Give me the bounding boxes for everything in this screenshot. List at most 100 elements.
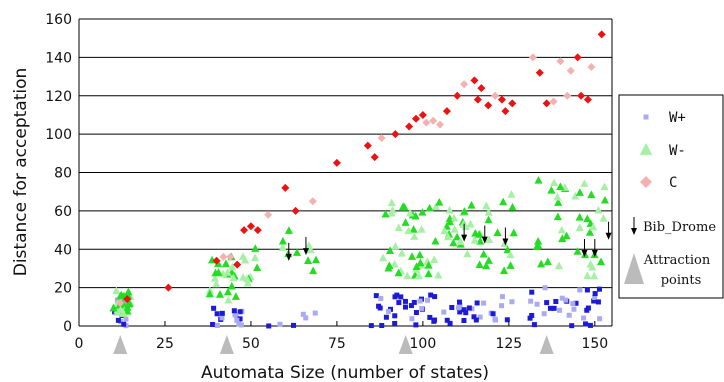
w-plus-point: [566, 312, 572, 318]
legend-marker: [643, 114, 649, 120]
w-minus-point: [388, 206, 397, 214]
c-point: [535, 68, 544, 77]
c-point: [116, 298, 125, 307]
w-plus-point: [528, 298, 534, 304]
w-plus-point: [211, 305, 217, 311]
w-minus-point: [309, 266, 318, 275]
w-minus-point: [484, 208, 493, 216]
w-minus-point: [385, 246, 395, 255]
c-point: [473, 95, 482, 104]
w-minus-point: [444, 232, 453, 241]
w-minus-point: [212, 279, 221, 288]
w-minus-point: [594, 205, 603, 214]
w-plus-point: [303, 315, 309, 321]
w-minus-point: [401, 218, 410, 226]
c-point: [587, 62, 596, 71]
c-point: [123, 295, 132, 304]
w-plus-point: [402, 298, 408, 304]
y-axis-label: Distance for acceptation: [11, 68, 31, 277]
c-point: [556, 57, 565, 66]
w-plus-point: [569, 323, 575, 329]
w-minus-point: [431, 236, 440, 245]
w-minus-point: [410, 232, 419, 240]
w-minus-point: [445, 205, 454, 214]
w-minus-point: [573, 247, 582, 255]
w-plus-point: [378, 295, 384, 301]
y-tick-label: 80: [54, 166, 72, 182]
w-minus-point: [440, 226, 449, 235]
w-plus-point: [428, 292, 434, 298]
w-plus-point: [529, 312, 535, 318]
w-minus-point: [449, 238, 458, 247]
w-minus-point: [124, 287, 133, 296]
bib-drome-arrow: [461, 223, 468, 242]
w-plus-point: [531, 322, 537, 328]
w-minus-point: [431, 202, 440, 211]
w-minus-point: [484, 215, 493, 224]
w-plus-point: [392, 313, 398, 319]
w-minus-point: [556, 182, 565, 190]
w-plus-point: [210, 322, 216, 328]
w-plus-point: [529, 289, 535, 295]
w-minus-point: [409, 225, 418, 233]
w-plus-point: [427, 314, 433, 320]
w-minus-point: [575, 188, 584, 196]
w-plus-point: [471, 314, 477, 320]
c-point: [253, 226, 262, 235]
w-plus-point: [587, 322, 593, 328]
w-minus-point: [445, 217, 454, 226]
w-minus-point: [466, 219, 475, 228]
w-minus-point: [214, 268, 223, 276]
w-minus-point: [424, 269, 433, 278]
c-point: [477, 84, 486, 93]
c-point: [577, 91, 586, 100]
legend-label: W-: [669, 143, 686, 159]
w-minus-point: [554, 261, 564, 270]
w-minus-point: [557, 225, 566, 234]
w-minus-point: [223, 287, 232, 296]
w-plus-point: [214, 322, 220, 328]
w-minus-point: [109, 303, 118, 312]
w-minus-point: [553, 212, 562, 221]
w-plus-point: [383, 314, 389, 320]
w-plus-point: [571, 306, 577, 312]
w-minus-point: [589, 222, 598, 231]
legend-label: points: [661, 273, 702, 288]
w-plus-point: [368, 323, 374, 329]
c-point: [418, 110, 427, 119]
legend-label: Bib_Drome: [643, 220, 716, 235]
c-point: [542, 99, 551, 108]
arrow-head: [461, 234, 468, 242]
series-w-plus: [112, 285, 603, 329]
w-plus-point: [444, 317, 450, 323]
w-minus-point: [253, 263, 262, 271]
w-minus-point: [600, 195, 610, 204]
w-plus-point: [392, 320, 398, 326]
x-axis-label: Automata Size (number of states): [201, 363, 489, 382]
w-plus-point: [413, 322, 419, 328]
c-point: [233, 260, 242, 269]
w-minus-point: [278, 243, 287, 251]
c-point: [246, 222, 255, 231]
c-point: [484, 101, 493, 110]
w-minus-point: [381, 209, 390, 218]
c-point: [405, 122, 414, 131]
w-minus-point: [482, 201, 491, 210]
w-minus-point: [453, 232, 462, 241]
w-minus-point: [596, 257, 606, 266]
w-minus-point: [418, 208, 427, 216]
c-point: [281, 183, 290, 192]
w-plus-point: [425, 297, 431, 303]
legend-label: Attraction: [643, 253, 711, 268]
w-minus-point: [467, 200, 476, 209]
c-point: [491, 91, 500, 100]
w-plus-point: [411, 299, 417, 305]
w-plus-point: [544, 300, 550, 306]
w-plus-point: [413, 309, 419, 315]
w-minus-point: [125, 299, 134, 308]
w-minus-point: [403, 271, 412, 280]
w-minus-point: [229, 273, 238, 282]
bib-drome-arrow: [605, 221, 612, 240]
w-plus-point: [234, 317, 240, 323]
w-minus-point: [112, 286, 121, 295]
